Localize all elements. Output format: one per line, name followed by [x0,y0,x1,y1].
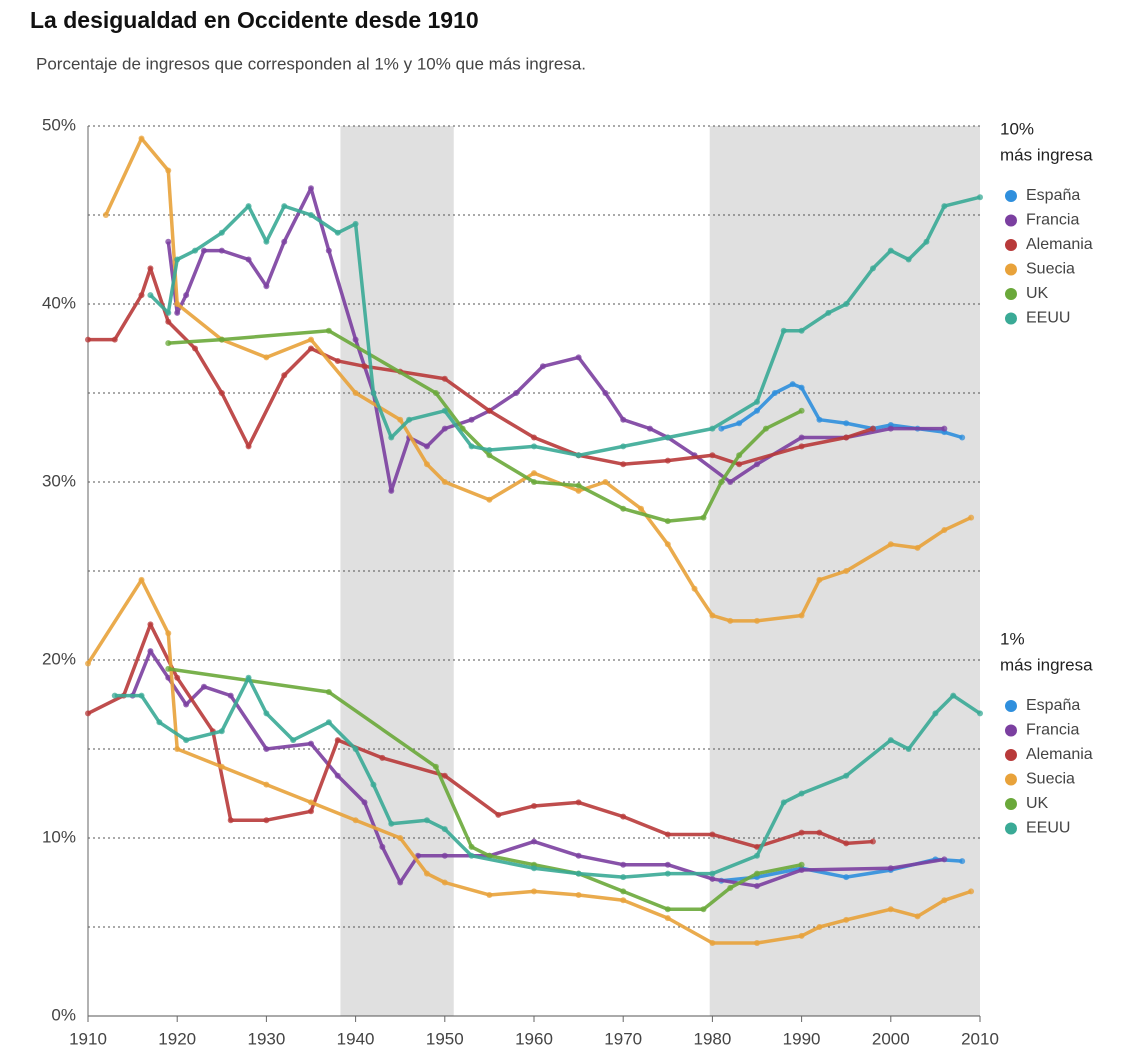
legend-label: Suecia [1026,771,1075,788]
x-tick-label: 1930 [247,1029,285,1048]
y-tick-label: 40% [42,293,76,312]
series-line [168,328,803,523]
legend-label: Francia [1026,722,1079,739]
legend-label: España [1026,187,1080,204]
x-tick-label: 2000 [872,1029,910,1048]
series-line [114,676,981,879]
legend-header: 10% [1000,119,1034,138]
y-tick-label: 50% [42,115,76,134]
legend-swatch [1005,239,1017,251]
legend-swatch [1005,214,1017,227]
legend-label: Alemania [1026,236,1093,253]
x-tick-label: 1940 [337,1029,375,1048]
legend-swatch [1005,288,1017,300]
x-tick-label: 1990 [783,1029,821,1048]
series [147,194,983,459]
legend-swatch [1005,773,1017,786]
legend-swatch [1005,263,1017,276]
legend-header: 1% [1000,629,1025,648]
x-tick-label: 1960 [515,1029,553,1048]
series-line [149,195,981,458]
legend-label: UK [1026,795,1049,812]
x-tick-label: 1980 [693,1029,731,1048]
chart-subtitle: Porcentaje de ingresos que corresponden … [36,54,586,73]
series [111,674,983,881]
legend-label: Francia [1026,212,1079,229]
legend-label: Suecia [1026,261,1075,278]
x-tick-label: 1970 [604,1029,642,1048]
legend-label: UK [1026,285,1049,302]
x-tick-label: 1950 [426,1029,464,1048]
legend-header: más ingresa [1000,655,1093,674]
y-tick-label: 30% [42,471,76,490]
series-line [104,136,972,623]
x-tick-label: 2010 [961,1029,999,1048]
legend-swatch [1005,822,1017,835]
legend-swatch [1005,724,1017,737]
legend-label: EEUU [1026,820,1070,837]
legend-swatch [1005,700,1017,712]
legend-swatch [1005,190,1017,202]
series-line [130,649,945,888]
legend-swatch [1005,798,1017,810]
series [85,576,975,947]
shaded-period [340,126,454,1016]
y-tick-label: 20% [42,649,76,668]
x-tick-label: 1920 [158,1029,196,1048]
legend-label: España [1026,697,1080,714]
x-tick-label: 1910 [69,1029,107,1048]
legend-header: más ingresa [1000,145,1093,164]
y-tick-label: 0% [51,1005,76,1024]
y-tick-label: 10% [42,827,76,846]
series [85,621,876,850]
series [129,648,948,890]
legend-label: Alemania [1026,746,1093,763]
legend-swatch [1005,749,1017,761]
legend-swatch [1005,312,1017,325]
legend-label: EEUU [1026,310,1070,327]
series-line [86,578,972,945]
chart-title: La desigualdad en Occidente desde 1910 [30,7,479,33]
series-line [87,622,874,849]
